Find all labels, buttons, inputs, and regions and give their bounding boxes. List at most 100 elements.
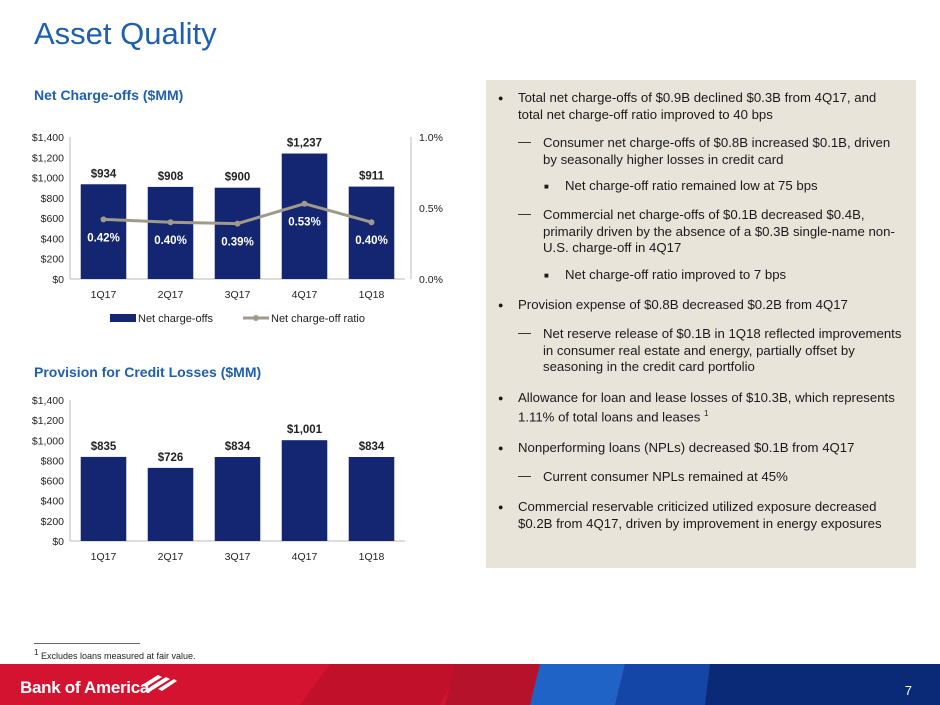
ratio-value-label: 0.39%	[221, 237, 254, 249]
y-tick-label: $1,400	[32, 132, 64, 144]
bullet-level-2: Consumer net charge-offs of $0.8B increa…	[486, 134, 904, 168]
bullet-text: Total net charge-offs of $0.9B declined …	[518, 90, 877, 122]
logo-wordmark: Bank of America	[20, 678, 150, 697]
bar	[80, 184, 127, 279]
x-tick-label: 2Q17	[158, 551, 184, 563]
x-tick-label: 2Q17	[158, 289, 184, 301]
line-point	[234, 220, 241, 227]
commentary-bullets: Total net charge-offs of $0.9B declined …	[486, 90, 916, 547]
legend-swatch-bars	[110, 314, 136, 322]
bar	[348, 457, 395, 541]
y-tick-label: $600	[41, 213, 65, 225]
bar-value-label: $908	[158, 171, 184, 183]
y-tick-label: $800	[41, 193, 65, 205]
ratio-value-label: 0.42%	[87, 232, 120, 244]
x-tick-label: 4Q17	[292, 289, 318, 301]
bar	[348, 186, 395, 279]
x-tick-label: 1Q17	[91, 289, 117, 301]
chart1-title: Net Charge-offs ($MM)	[34, 87, 184, 103]
bar	[80, 456, 127, 541]
page-title: Asset Quality	[34, 16, 217, 51]
legend-label: Net charge-offs	[138, 313, 214, 325]
chart2-title: Provision for Credit Losses ($MM)	[34, 364, 262, 380]
line-point	[301, 200, 308, 207]
bar-value-label: $911	[359, 171, 385, 183]
line-point	[100, 216, 107, 223]
footnote-divider	[34, 643, 140, 644]
ratio-value-label: 0.40%	[355, 235, 388, 247]
y-tick-label: $1,200	[32, 152, 64, 164]
flag-logo-icon	[142, 675, 177, 693]
bar	[281, 153, 328, 279]
y-tick-label: $0	[52, 274, 64, 286]
y-tick-label: $400	[41, 496, 65, 508]
x-tick-label: 1Q18	[359, 289, 385, 301]
y-tick-label: $1,000	[32, 435, 64, 447]
legend-swatch-point	[253, 315, 259, 321]
y-tick-label: $1,400	[32, 395, 64, 407]
y-tick-label: $200	[41, 516, 65, 528]
commentary-panel: Total net charge-offs of $0.9B declined …	[486, 80, 916, 568]
bullet-level-3: Net charge-off ratio improved to 7 bps	[486, 267, 904, 284]
bullet-text: Net charge-off ratio improved to 7 bps	[565, 266, 787, 282]
bar-value-label: $834	[359, 441, 385, 453]
bullet-level-2: Commercial net charge-offs of $0.1B decr…	[486, 206, 904, 257]
footnote-text: Excludes loans measured at fair value.	[38, 651, 196, 661]
bar-value-label: $900	[225, 172, 251, 184]
bullet-text: Commercial net charge-offs of $0.1B decr…	[543, 206, 895, 256]
bar-value-label: $1,001	[287, 424, 323, 436]
bar-value-label: $1,237	[287, 138, 322, 150]
x-tick-label: 4Q17	[292, 551, 318, 563]
bar	[214, 457, 261, 541]
bar	[147, 186, 194, 279]
bullet-text: Current consumer NPLs remained at 45%	[543, 468, 788, 484]
net-charge-offs-chart: $0 $200 $400 $600 $800 $1,000 $1,200 $1,400 $934…	[32, 132, 443, 325]
provision-chart: $0 $200 $400 $600 $800 $1,000 $1,200 $1,400 $835…	[32, 395, 405, 563]
bullet-text: Consumer net charge-offs of $0.8B increa…	[543, 135, 891, 167]
bullet-text: Provision expense of $0.8B decreased $0.…	[518, 297, 848, 313]
x-tick-label: 3Q17	[225, 289, 251, 301]
line-point	[167, 219, 174, 226]
bar-value-label: $835	[91, 441, 117, 453]
page-number: 7	[904, 683, 912, 698]
bar	[147, 467, 194, 541]
bullet-level-1: Total net charge-offs of $0.9B declined …	[486, 90, 902, 123]
bullet-level-1: Commercial reservable criticized utilize…	[486, 499, 902, 532]
bullet-text: Commercial reservable criticized utilize…	[518, 499, 882, 532]
line-point	[368, 219, 375, 226]
footnote-marker: 1	[34, 648, 39, 657]
bar	[214, 187, 261, 279]
y-tick-label: $600	[41, 476, 65, 488]
footnote-ref: 1	[703, 409, 709, 419]
y2-tick-label: 1.0%	[419, 132, 443, 144]
bar-value-label: $934	[91, 168, 117, 180]
bullet-level-3: Net charge-off ratio remained low at 75 …	[486, 178, 904, 195]
footnote: 1 Excludes loans measured at fair value.	[34, 648, 196, 661]
bullet-level-1: Nonperforming loans (NPLs) decreased $0.…	[486, 440, 902, 457]
y-tick-label: $1,000	[32, 173, 64, 185]
y-tick-label: $0	[52, 536, 64, 548]
x-tick-label: 1Q18	[359, 551, 385, 563]
bar-value-label: $834	[225, 441, 251, 453]
bullet-text: Net charge-off ratio remained low at 75 …	[565, 178, 818, 194]
y-tick-label: $400	[41, 233, 65, 245]
legend-label: Net charge-off ratio	[271, 313, 365, 325]
bar	[281, 440, 328, 541]
y2-tick-label: 0.5%	[419, 203, 443, 215]
bullet-level-1: Allowance for loan and lease losses of $…	[486, 390, 902, 427]
bullet-level-1: Provision expense of $0.8B decreased $0.…	[486, 297, 902, 314]
y-tick-label: $200	[41, 254, 65, 266]
y-tick-label: $1,200	[32, 415, 64, 427]
bar-value-label: $726	[158, 452, 184, 464]
bullet-level-2: Current consumer NPLs remained at 45%	[486, 468, 904, 486]
ratio-value-label: 0.53%	[288, 217, 321, 229]
x-tick-label: 1Q17	[91, 551, 117, 563]
y-tick-label: $800	[41, 455, 65, 467]
bullet-text: Nonperforming loans (NPLs) decreased $0.…	[518, 440, 855, 456]
bullet-text: Net reserve release of $0.1B in 1Q18 ref…	[543, 325, 902, 375]
y2-tick-label: 0.0%	[419, 274, 443, 286]
bullet-text: Allowance for loan and lease losses of $…	[518, 389, 895, 425]
ratio-value-label: 0.40%	[154, 235, 187, 247]
bullet-level-2: Net reserve release of $0.1B in 1Q18 ref…	[486, 325, 904, 376]
x-tick-label: 3Q17	[225, 551, 251, 563]
